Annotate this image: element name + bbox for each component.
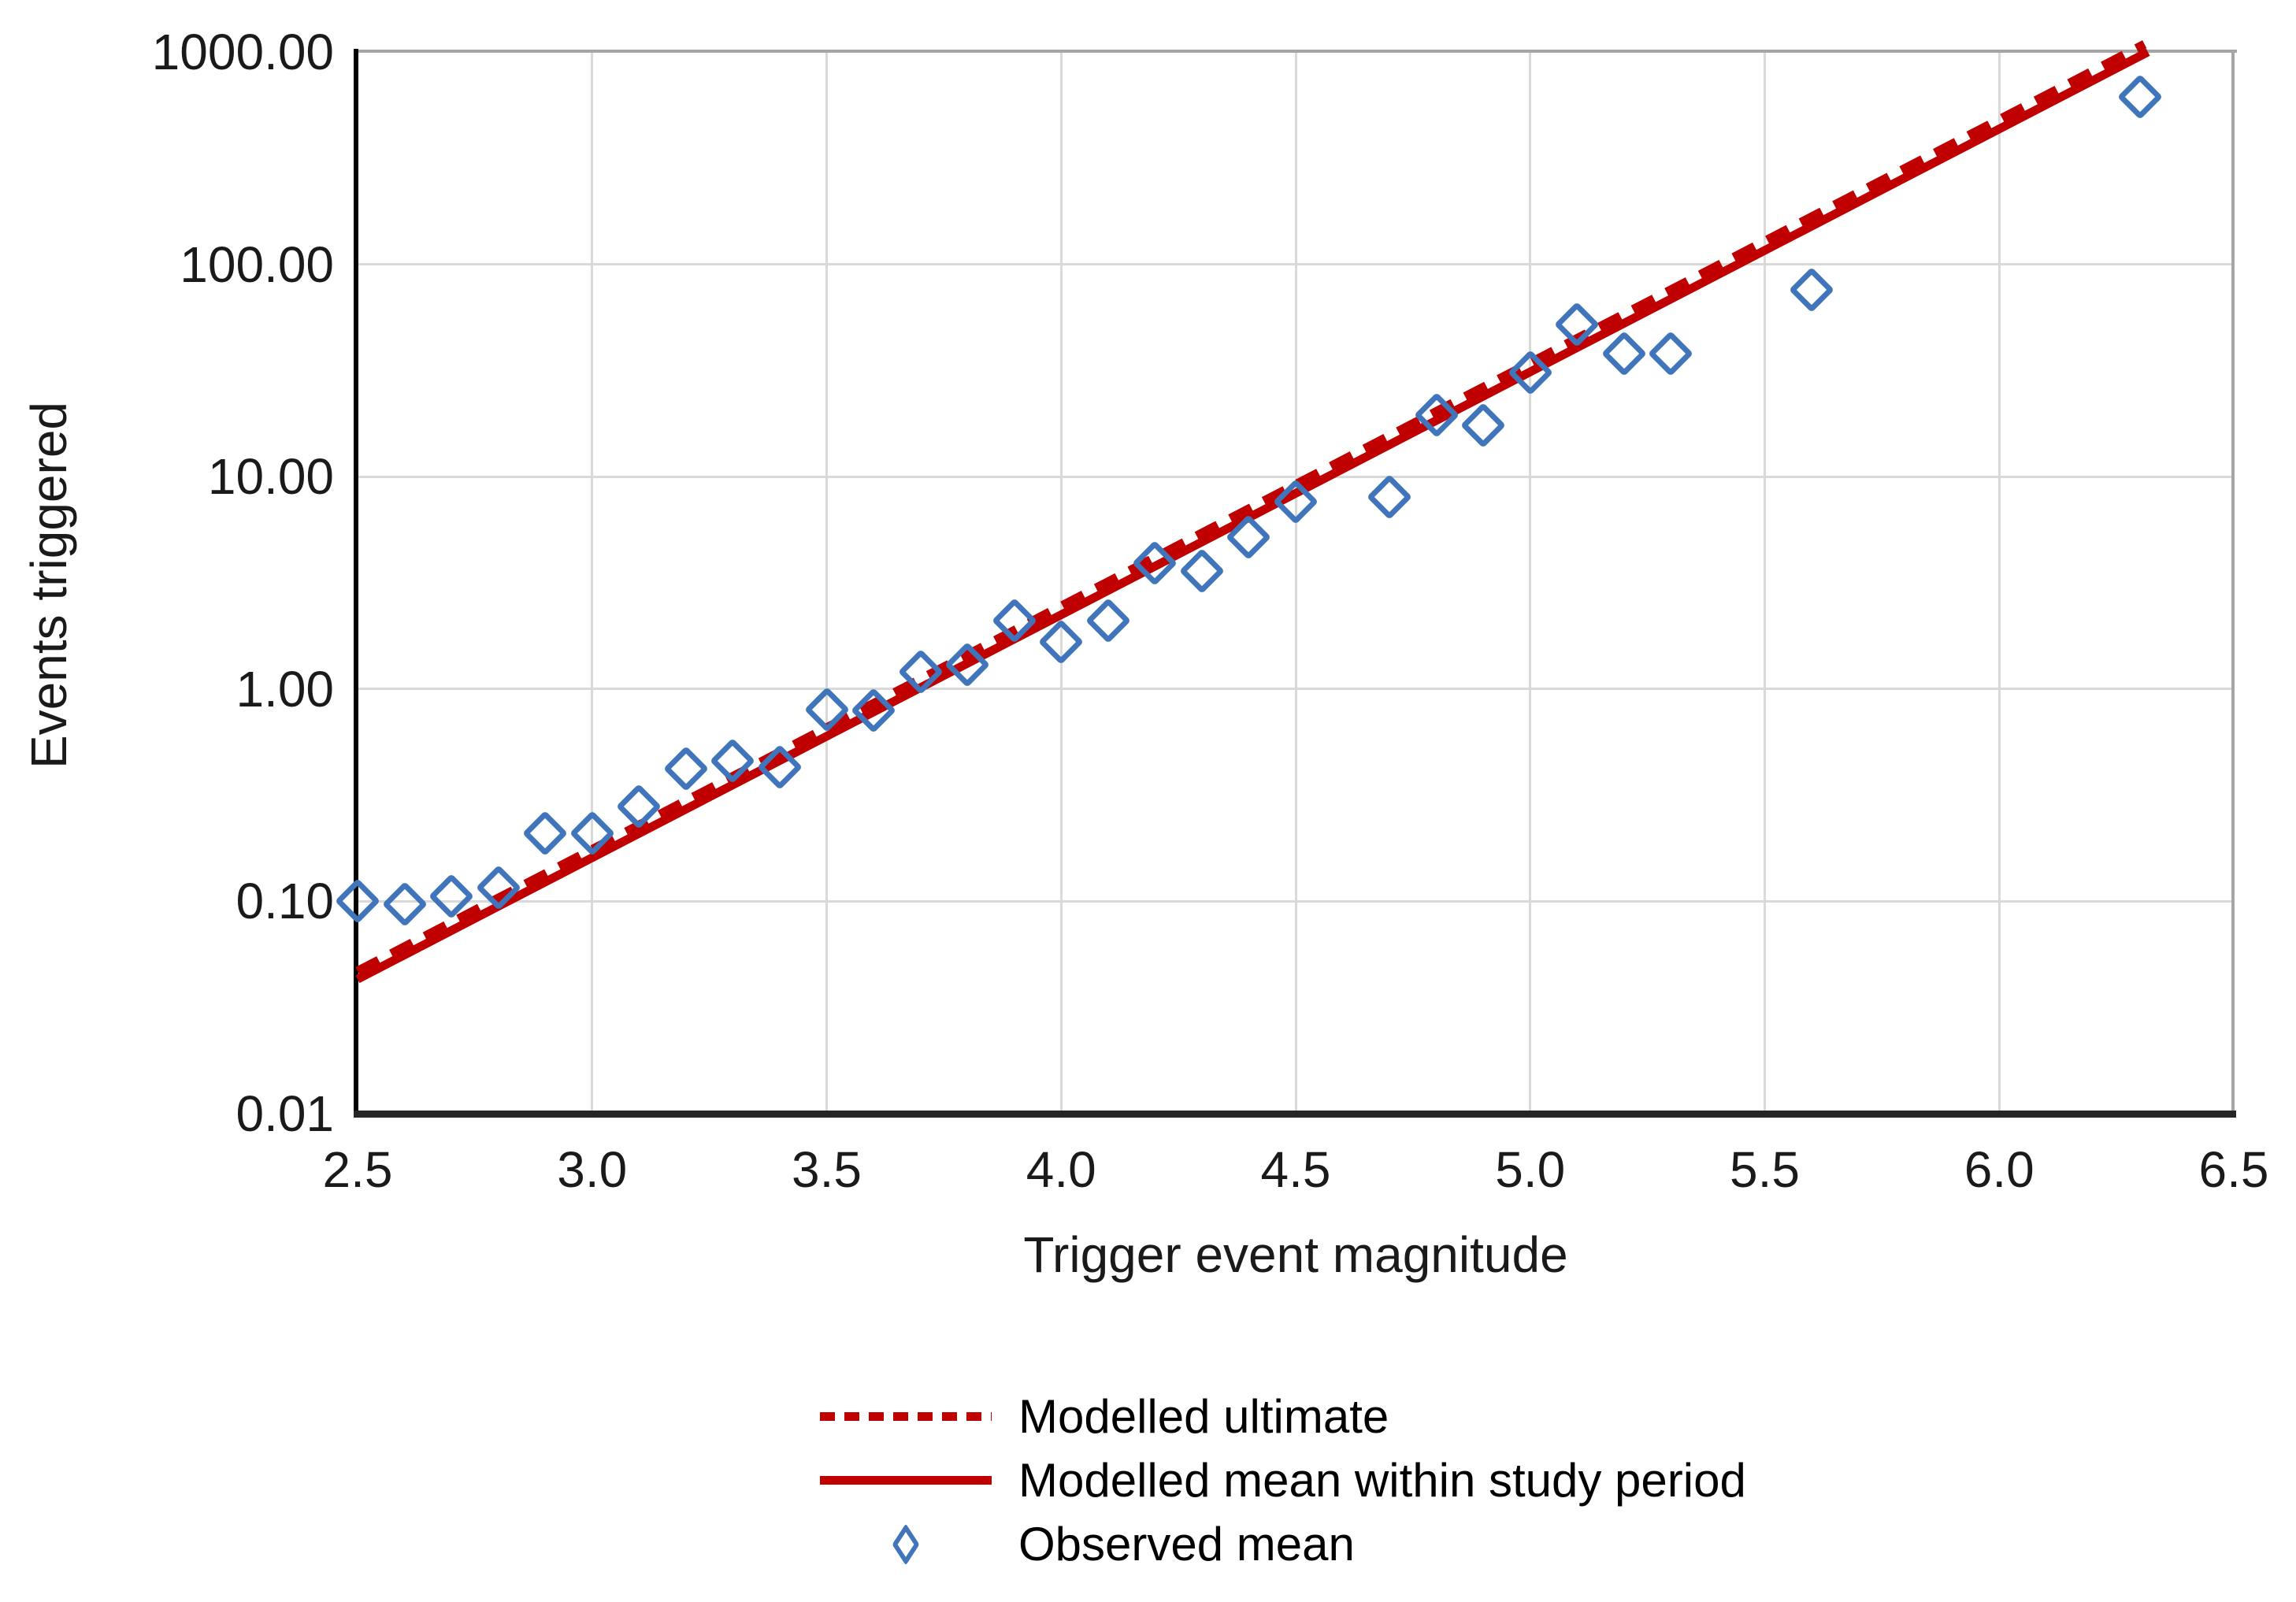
observed-mean-point [1085, 597, 1131, 643]
observed-mean-point [1601, 330, 1647, 376]
observed-mean-point [475, 865, 521, 911]
observed-mean-point [710, 737, 756, 784]
observed-mean-point [1178, 547, 1225, 594]
vertical-gridline [1059, 52, 1063, 1114]
horizontal-gridline [358, 899, 2234, 903]
observed-mean-point [522, 810, 569, 856]
legend-label: Modelled mean within study period [1018, 1453, 1746, 1507]
observed-mean-point [1413, 392, 1460, 438]
x-tick-label: 6.0 [1964, 1141, 2035, 1198]
plot-border-right [2231, 50, 2235, 1117]
modelled-ultimate-line [355, 40, 2147, 975]
observed-mean-point [381, 881, 428, 927]
legend-swatch-cell [815, 1412, 996, 1421]
y-axis-line [354, 49, 358, 1117]
x-tick-label: 3.5 [792, 1141, 862, 1198]
observed-mean-point [1226, 514, 1272, 560]
modelled-mean-line [355, 48, 2150, 984]
y-tick-label: 0.10 [236, 873, 334, 930]
y-tick-label: 0.01 [236, 1085, 334, 1142]
observed-mean-point [756, 744, 803, 790]
x-tick-label: 2.5 [322, 1141, 393, 1198]
observed-mean-point [991, 597, 1037, 643]
horizontal-gridline [358, 688, 2234, 691]
legend-label: Modelled ultimate [1018, 1389, 1389, 1443]
observed-mean-point [1789, 266, 1835, 313]
legend-swatch-cell [815, 1476, 996, 1485]
legend-swatch-cell [815, 1522, 996, 1566]
x-tick-label: 4.0 [1026, 1141, 1096, 1198]
observed-mean-point [1367, 474, 1413, 521]
dashed-line-swatch [820, 1412, 992, 1421]
observed-mean-point [851, 688, 897, 734]
horizontal-gridline [358, 475, 2234, 478]
observed-mean-point [803, 686, 850, 732]
legend-item: Observed mean [815, 1512, 1746, 1576]
observed-mean-point [2116, 73, 2163, 120]
observed-mean-point [1460, 402, 1507, 448]
y-tick-label: 1.00 [236, 660, 334, 718]
vertical-gridline [1529, 52, 1532, 1114]
x-axis-title: Trigger event magnitude [1023, 1226, 1568, 1283]
legend-item: Modelled ultimate [815, 1385, 1746, 1448]
y-axis-title: Events triggered [20, 401, 77, 769]
solid-line-swatch [820, 1476, 992, 1485]
x-tick-label: 5.0 [1495, 1141, 1566, 1198]
observed-mean-point [1648, 330, 1694, 376]
observed-mean-point [1507, 349, 1553, 395]
vertical-gridline [591, 52, 594, 1114]
y-tick-label: 100.00 [180, 235, 334, 293]
legend: Modelled ultimate Modelled mean within st… [815, 1385, 1746, 1576]
observed-mean-point [335, 878, 380, 925]
observed-mean-point [1038, 618, 1085, 665]
y-tick-label: 1000.00 [151, 24, 334, 80]
vertical-gridline [1997, 52, 2001, 1114]
observed-mean-point [1554, 302, 1601, 348]
vertical-gridline [1294, 52, 1297, 1114]
vertical-gridline [825, 52, 828, 1114]
plot-border-top [358, 50, 2237, 53]
x-tick-label: 4.5 [1260, 1141, 1331, 1198]
y-tick-label: 10.00 [207, 448, 334, 506]
observed-mean-point [662, 746, 709, 792]
observed-mean-point [944, 642, 991, 688]
vertical-gridline [1764, 52, 1766, 1114]
observed-mean-point [616, 783, 662, 829]
observed-mean-point [1273, 479, 1319, 525]
legend-label: Observed mean [1018, 1517, 1355, 1570]
diamond-marker-swatch [892, 1522, 920, 1566]
x-tick-label: 5.5 [1730, 1141, 1800, 1198]
x-tick-label: 3.0 [557, 1141, 628, 1198]
observed-mean-point [569, 810, 615, 856]
horizontal-gridline [358, 263, 2234, 266]
x-tick-label: 6.5 [2198, 1141, 2269, 1198]
observed-mean-point [428, 873, 475, 919]
x-axis-line [354, 1111, 2236, 1118]
legend-item: Modelled mean within study period [815, 1448, 1746, 1512]
observed-mean-point [1132, 540, 1178, 587]
